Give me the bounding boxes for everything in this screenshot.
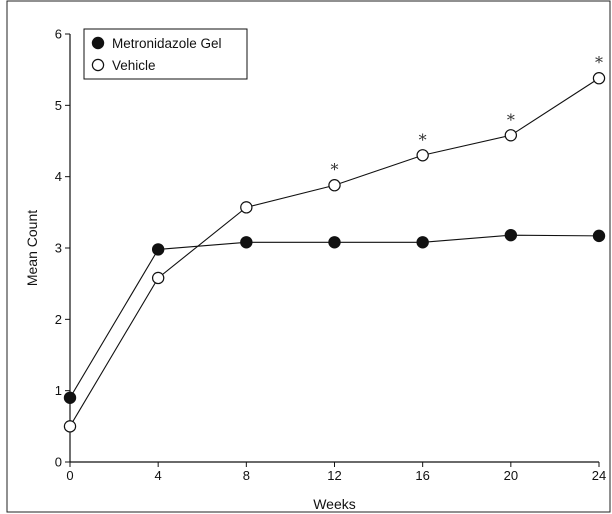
data-point	[416, 236, 429, 249]
y-tick-label: 6	[55, 27, 62, 42]
legend-label: Metronidazole Gel	[112, 36, 222, 51]
series-vehicle	[63, 72, 606, 433]
y-tick-label: 5	[55, 98, 62, 113]
data-point	[240, 236, 253, 249]
series-line	[69, 77, 600, 427]
significance-asterisk: *	[419, 130, 427, 149]
data-point	[592, 229, 606, 243]
y-tick-label: 0	[55, 455, 62, 470]
y-tick-label: 4	[55, 169, 62, 184]
x-tick-label: 4	[155, 468, 162, 483]
annotation-layer: * * * *	[331, 53, 604, 179]
x-tick-label: 24	[592, 468, 606, 483]
significance-asterisk: *	[507, 110, 515, 129]
x-tick-label: 12	[327, 468, 341, 483]
data-point	[328, 179, 341, 192]
data-point	[240, 201, 253, 214]
significance-asterisk: *	[331, 160, 339, 179]
data-point	[504, 228, 518, 242]
series-line	[69, 234, 600, 399]
data-point	[63, 420, 77, 433]
significance-asterisk: *	[595, 53, 603, 72]
legend: Metronidazole Gel Vehicle	[83, 28, 248, 80]
data-point	[151, 243, 165, 256]
x-tick-label: 8	[243, 468, 250, 483]
legend-label: Vehicle	[112, 58, 156, 73]
data-point	[592, 72, 606, 85]
series-layer	[63, 72, 606, 433]
legend-marker	[91, 36, 105, 50]
data-point	[151, 271, 165, 285]
x-tick-label: 20	[504, 468, 518, 483]
y-tick-label: 2	[55, 312, 62, 327]
data-point	[416, 149, 429, 162]
y-tick-label: 1	[55, 383, 62, 398]
chart-frame	[6, 0, 611, 513]
y-tick-label: 3	[55, 241, 62, 256]
series-metronidazole-gel	[63, 228, 606, 404]
legend-box	[83, 28, 248, 80]
y-axis-title: Mean Count	[24, 210, 40, 286]
legend-marker	[91, 58, 105, 72]
x-tick-label: 0	[66, 468, 73, 483]
x-tick-label: 16	[415, 468, 429, 483]
data-point	[504, 129, 518, 142]
data-point	[63, 391, 77, 404]
x-axis-title: Weeks	[313, 496, 356, 512]
data-point	[328, 236, 341, 249]
